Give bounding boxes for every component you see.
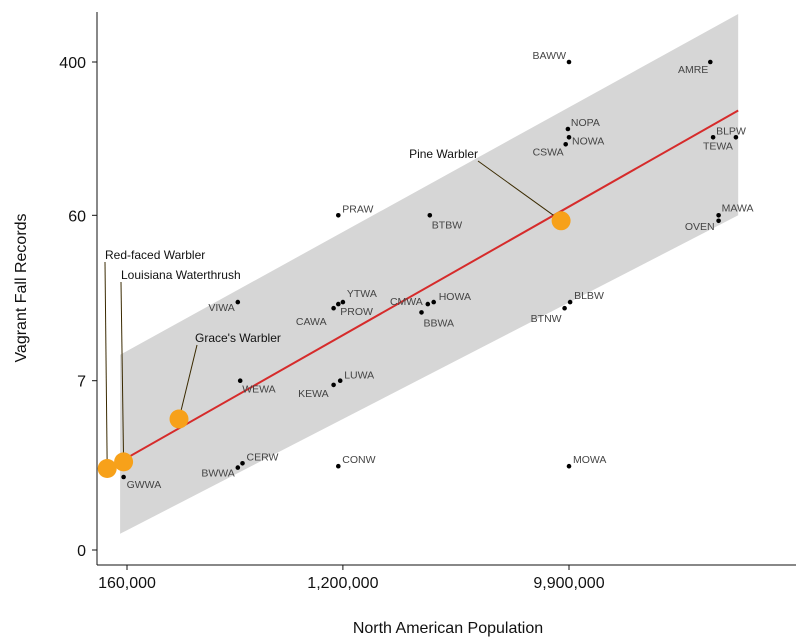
callout-line-grace-s-warbler xyxy=(178,344,198,420)
confidence-band-layer xyxy=(120,14,739,534)
data-point-mowa xyxy=(566,463,572,469)
point-label-baww: BAWW xyxy=(533,50,567,62)
y-tick-label: 7 xyxy=(77,374,86,391)
highlight-point-red-faced-warbler xyxy=(97,459,117,478)
point-label-cswa: CSWA xyxy=(533,146,564,158)
data-point-btnw xyxy=(562,305,567,311)
point-label-howa: HOWA xyxy=(439,291,471,303)
point-label-nopa: NOPA xyxy=(571,117,600,129)
data-point-mawa xyxy=(716,213,721,218)
y-tick-label: 60 xyxy=(68,208,86,225)
x-tick-label: 9,900,000 xyxy=(533,575,604,592)
data-point-howa xyxy=(431,299,437,305)
data-point-cerw xyxy=(240,461,245,466)
point-label-mawa: MAWA xyxy=(722,202,754,214)
x-tick-label: 1,200,000 xyxy=(307,575,378,592)
point-label-nowa: NOWA xyxy=(572,135,604,147)
y-axis-title: Vagrant Fall Records xyxy=(13,213,30,362)
highlight-point-louisiana-waterthrush xyxy=(114,452,134,472)
callout-label-pine-warbler: Pine Warbler xyxy=(409,147,478,161)
highlighted-points-layer xyxy=(97,211,571,478)
point-label-conw: CONW xyxy=(342,454,375,466)
point-label-kewa: KEWA xyxy=(298,388,329,400)
callout-line-red-faced-warbler xyxy=(104,261,108,469)
data-point-btbw xyxy=(427,213,433,218)
highlight-point-pine-warbler xyxy=(551,211,571,231)
data-point-luwa xyxy=(337,378,343,384)
point-label-prow: PROW xyxy=(340,306,373,318)
point-label-gwwa: GWWA xyxy=(127,479,162,491)
point-label-mowa: MOWA xyxy=(573,454,606,466)
point-label-cerw: CERW xyxy=(247,451,279,463)
data-point-ytwa xyxy=(340,299,346,305)
data-point-conw xyxy=(336,463,341,469)
trend-line-layer xyxy=(106,109,739,470)
y-tick-label: 400 xyxy=(59,55,86,72)
data-point-tewa xyxy=(733,135,739,140)
point-label-viwa: VIWA xyxy=(208,302,234,314)
data-point-wewa xyxy=(237,378,243,384)
y-tick-label: 0 xyxy=(77,543,86,560)
point-label-ytwa: YTWA xyxy=(347,288,377,300)
callout-label-grace-s-warbler: Grace's Warbler xyxy=(195,331,281,345)
callout-label-red-faced-warbler: Red-faced Warbler xyxy=(105,248,205,262)
data-point-blpw xyxy=(710,135,716,140)
data-point-oven xyxy=(716,218,721,224)
callout-line-pine-warbler xyxy=(477,160,562,222)
data-point-nowa xyxy=(566,135,572,140)
point-label-wewa: WEWA xyxy=(242,384,275,396)
confidence-band xyxy=(120,14,739,534)
data-point-gwwa xyxy=(121,474,126,480)
point-label-praw: PRAW xyxy=(342,203,373,215)
point-label-bwwa: BWWA xyxy=(201,468,234,480)
data-point-nopa xyxy=(565,126,571,132)
point-label-blbw: BLBW xyxy=(574,290,604,302)
point-label-bbwa: BBWA xyxy=(424,317,455,329)
x-axis-title: North American Population xyxy=(353,620,543,637)
callout-label-louisiana-waterthrush: Louisiana Waterthrush xyxy=(121,268,241,282)
axes: 160,000 1,200,000 9,900,000 0 7 60 400 xyxy=(59,12,796,592)
data-point-prow xyxy=(336,301,341,307)
point-label-btbw: BTBW xyxy=(432,219,462,231)
data-point-praw xyxy=(336,213,341,218)
point-label-cmwa: CMWA xyxy=(390,296,423,308)
point-label-btnw: BTNW xyxy=(531,313,562,325)
point-label-cawa: CAWA xyxy=(296,316,327,328)
point-label-tewa: TEWA xyxy=(703,140,733,152)
data-point-cawa xyxy=(331,305,336,311)
point-label-amre: AMRE xyxy=(678,64,708,76)
point-label-oven: OVEN xyxy=(685,221,715,233)
data-point-bbwa xyxy=(419,310,424,315)
data-point-cmwa xyxy=(425,301,431,307)
data-point-kewa xyxy=(331,382,336,388)
data-point-bwwa xyxy=(235,465,241,470)
x-tick-label: 160,000 xyxy=(98,575,156,592)
data-point-baww xyxy=(566,59,572,65)
point-label-luwa: LUWA xyxy=(344,370,374,382)
data-point-amre xyxy=(708,59,713,65)
data-point-viwa xyxy=(235,299,241,305)
callouts-layer: Red-faced Warbler Louisiana Waterthrush Gr… xyxy=(104,147,562,469)
trend-line xyxy=(106,109,739,470)
callout-line-louisiana-waterthrush xyxy=(120,281,125,462)
highlight-point-grace-s-warbler xyxy=(169,409,189,429)
data-point-blbw xyxy=(567,299,573,305)
point-label-blpw: BLPW xyxy=(716,125,746,137)
data-point-cswa xyxy=(563,142,568,147)
data-points-layer: BAWW AMRE NOPA NOWA CSWA BLPW TEWA PRAW BTBW MAWA… xyxy=(121,50,753,491)
